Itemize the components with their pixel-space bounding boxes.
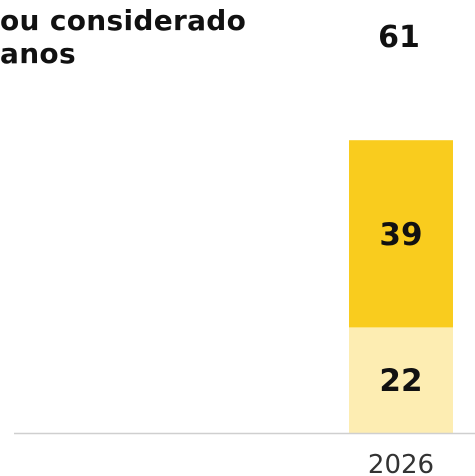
bar-segment-label-2026-1: 39 — [379, 217, 422, 253]
bar-segment-2026-0 — [349, 327, 453, 433]
x-tick-label-2026: 2026 — [368, 450, 434, 476]
series-description: ou considerado anos — [0, 4, 247, 70]
bar-segment-label-2026-0: 22 — [379, 363, 422, 399]
total-label-2026: 61 — [378, 20, 420, 55]
bar-segment-2026-1 — [349, 140, 453, 328]
